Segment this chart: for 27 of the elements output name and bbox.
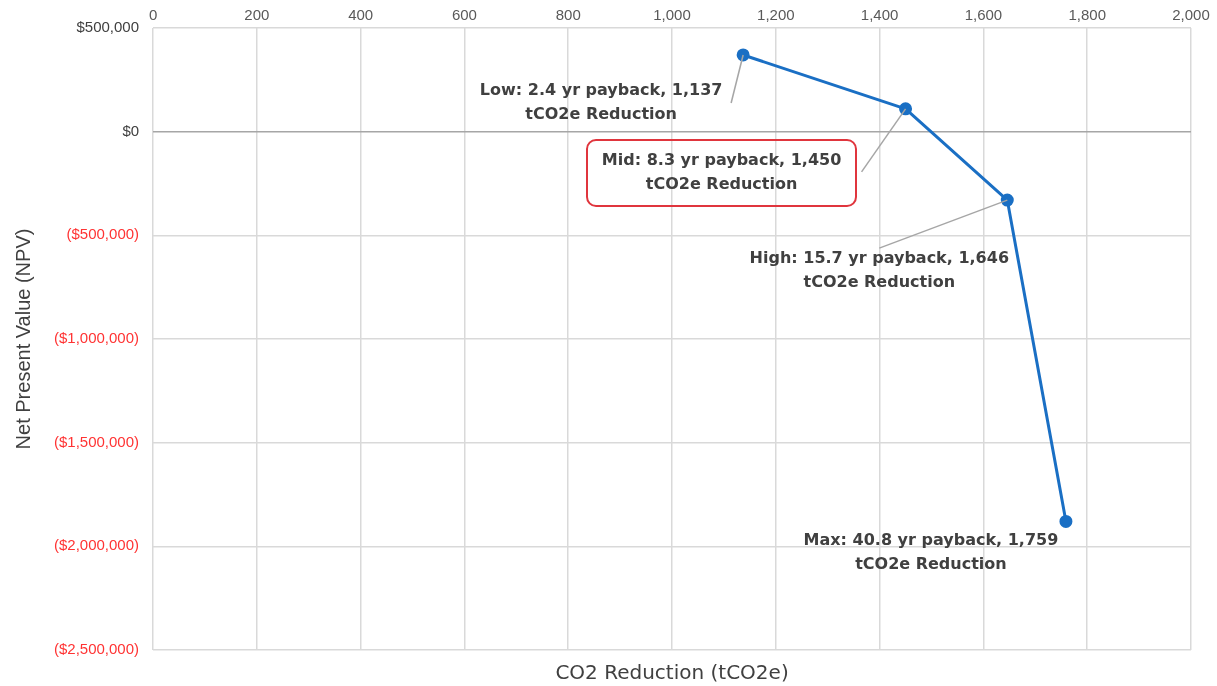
x-tick-label: 0: [148, 6, 158, 24]
x-tick-label: 1,200: [757, 6, 795, 24]
y-tick-label: $0: [122, 121, 140, 139]
x-tick-label: 400: [348, 6, 374, 24]
x-tick-label: 1,400: [860, 6, 899, 24]
y-tick-label: ($1,500,000): [53, 432, 140, 450]
y-tick-label: $500,000: [76, 18, 140, 36]
x-axis-title: CO2 Reduction (tCO2e): [555, 660, 789, 685]
y-tick-label: ($1,000,000): [53, 329, 140, 347]
y-axis-title: Net Present Value (NPV): [11, 228, 34, 450]
annotation: High: 15.7 yr payback, 1,646 tCO2e Reduction: [749, 248, 1010, 292]
x-tick-label: 1,600: [964, 6, 1003, 24]
x-tick-label: 800: [555, 6, 581, 24]
x-tick-label: 1,800: [1068, 6, 1106, 24]
annotation: Mid: 8.3 yr payback, 1,450 tCO2e Reduction: [601, 150, 842, 194]
annotation: Max: 40.8 yr payback, 1,759 tCO2e Reduction: [803, 529, 1059, 573]
x-tick-label: 2,000: [1172, 6, 1210, 24]
point: [1000, 193, 1014, 207]
annotation: Low: 2.4 yr payback, 1,137 tCO2e Reduction: [479, 80, 723, 124]
point: [1059, 514, 1073, 528]
x-tick-label: 1,000: [653, 6, 691, 24]
y-tick-label: ($500,000): [66, 225, 140, 243]
x-tick-label: 600: [451, 6, 477, 24]
x-tick-label: 200: [244, 6, 270, 24]
point: [899, 102, 913, 116]
y-tick-label: ($2,500,000): [53, 640, 140, 658]
y-tick-label: ($2,000,000): [53, 536, 140, 554]
